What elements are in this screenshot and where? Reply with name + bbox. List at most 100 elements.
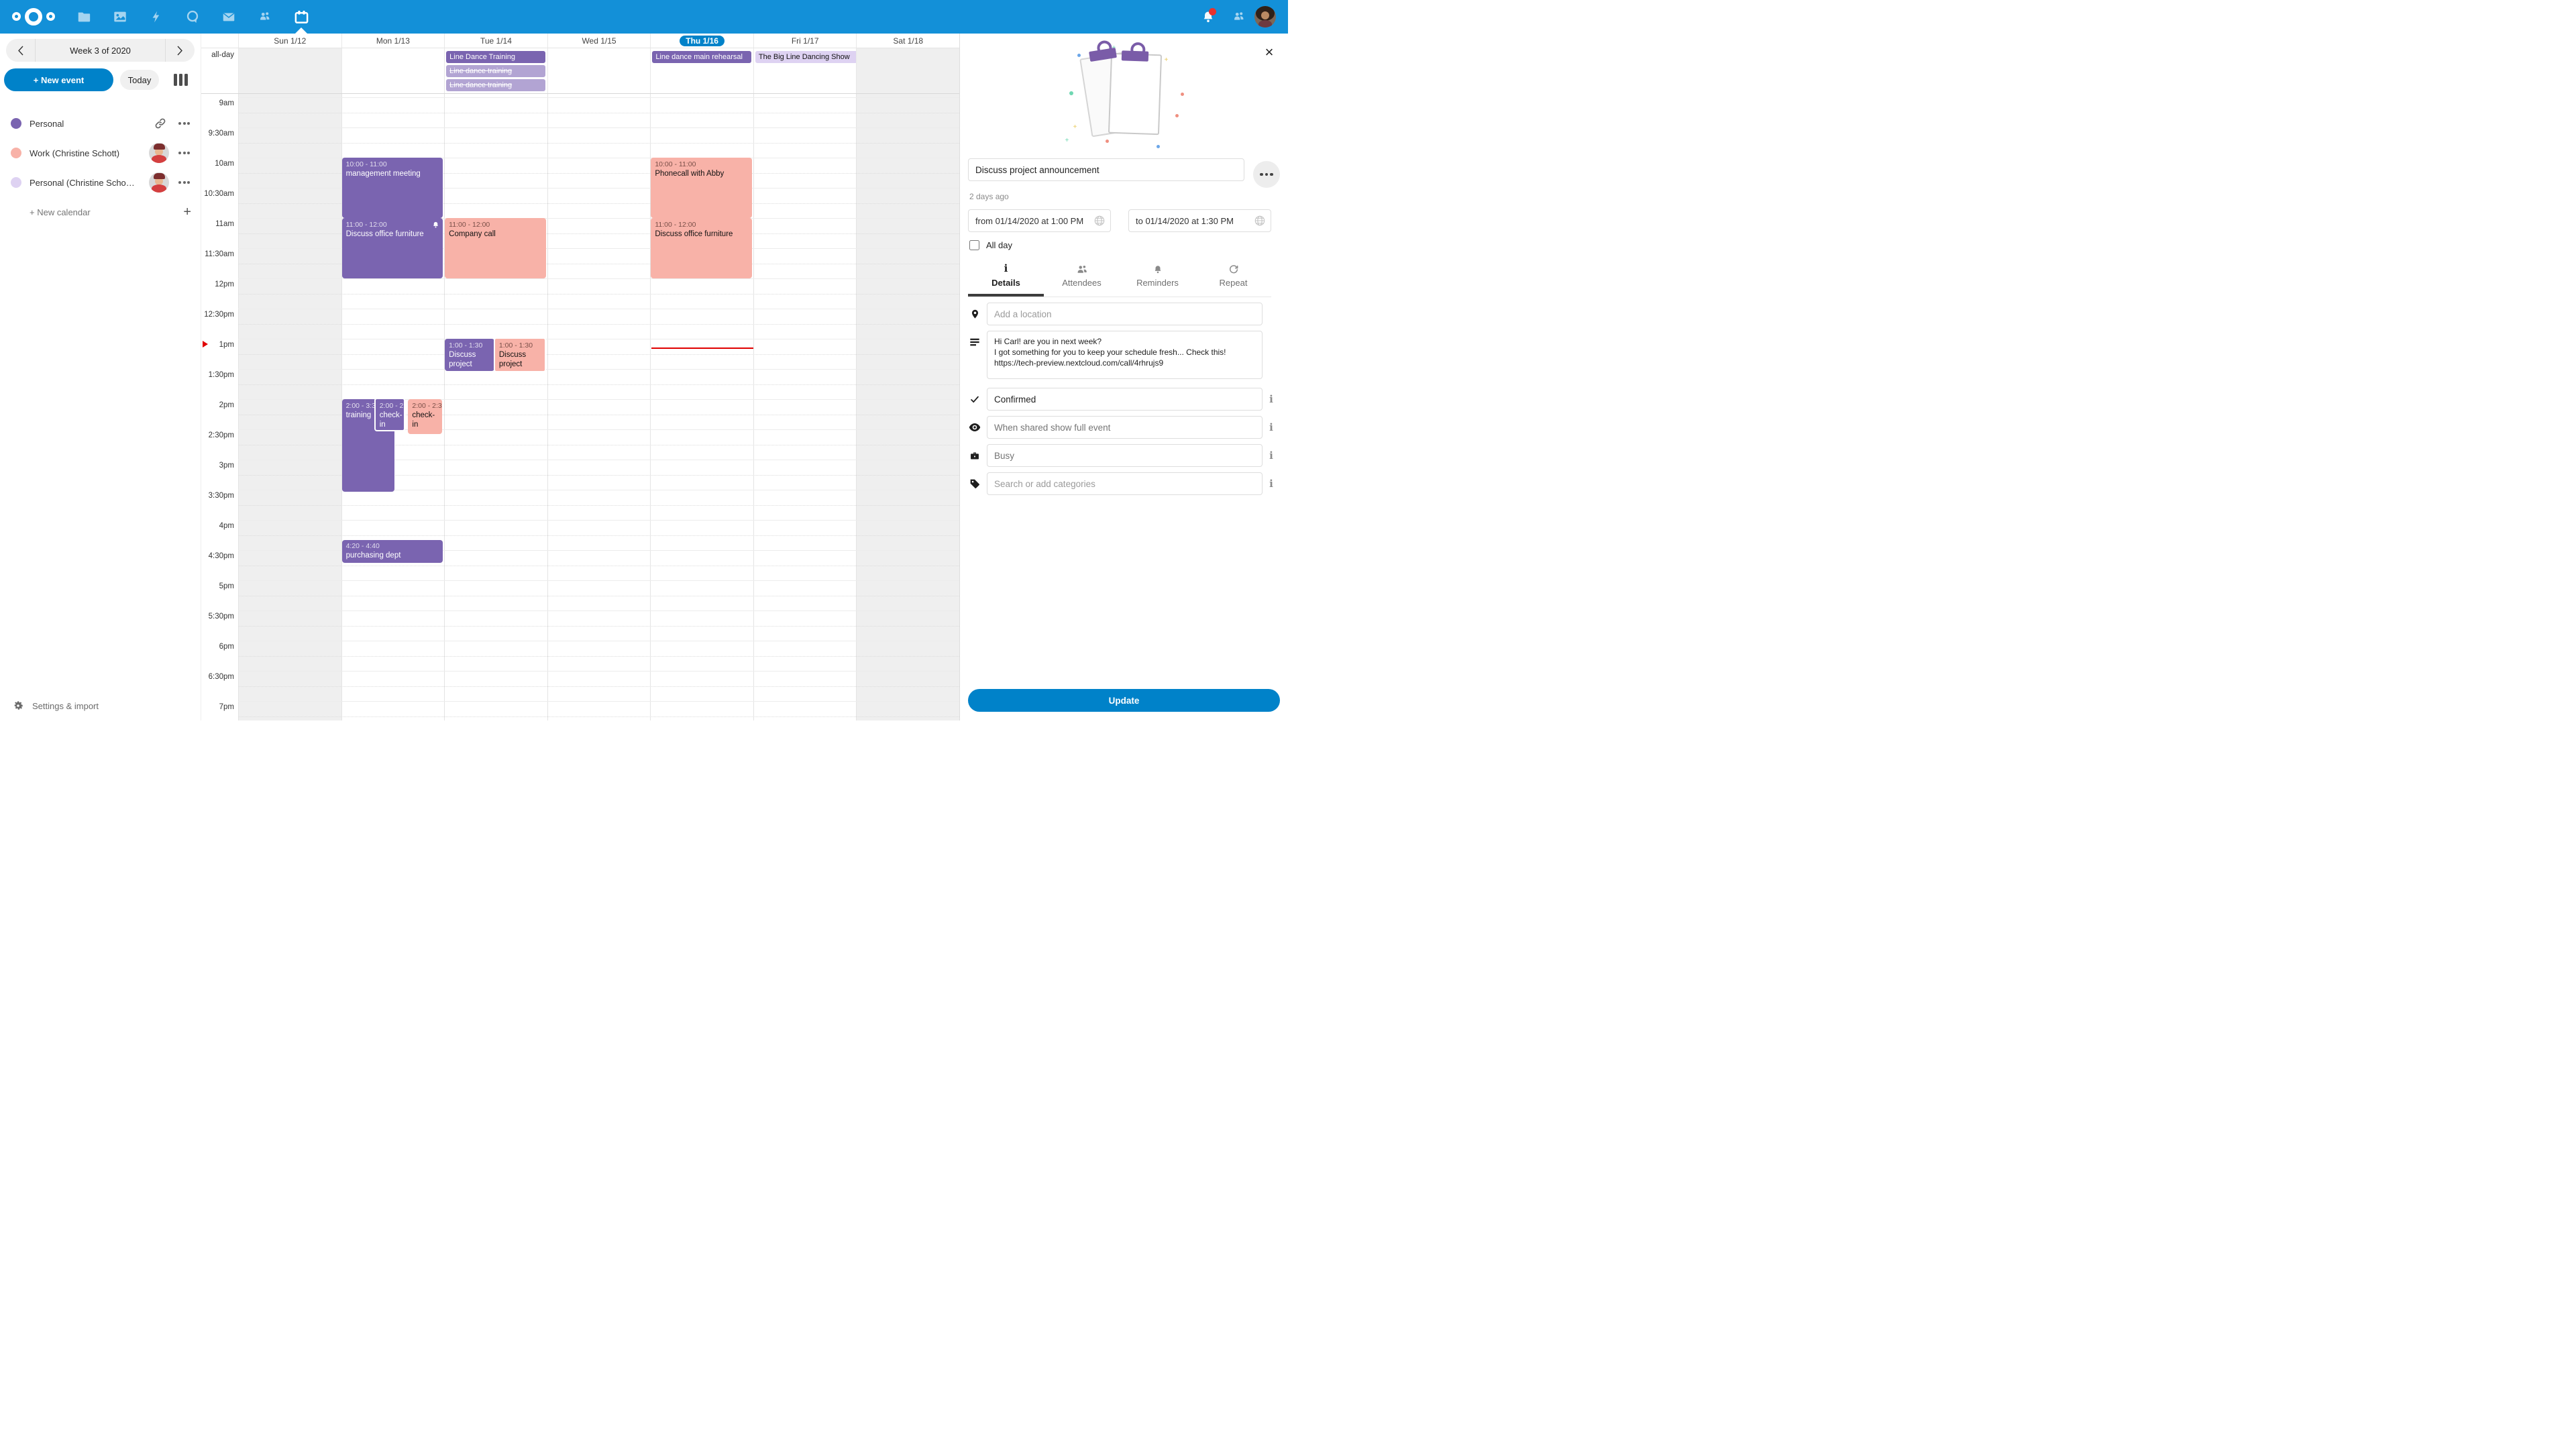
- mail-envelope-icon[interactable]: [211, 0, 247, 34]
- shared-by-avatar: [149, 172, 169, 193]
- visibility-eye-icon: [968, 423, 981, 432]
- allday-col-sun[interactable]: [238, 48, 341, 93]
- activity-lightning-icon[interactable]: [138, 0, 174, 34]
- previous-week-button[interactable]: [6, 39, 36, 62]
- plus-icon[interactable]: +: [183, 204, 191, 219]
- event-block[interactable]: 10:00 - 11:00 Phonecall with Abby: [651, 158, 752, 218]
- week-view-toggle-icon[interactable]: [174, 74, 188, 86]
- timezone-globe-icon[interactable]: [1254, 215, 1266, 227]
- end-datetime-input[interactable]: [1128, 209, 1271, 232]
- day-header-mon[interactable]: Mon 1/13: [341, 34, 445, 48]
- event-more-menu-icon[interactable]: [1253, 161, 1280, 188]
- calendar-item-personal-christine[interactable]: Personal (Christine Scho…: [0, 168, 201, 197]
- allday-event-cancelled[interactable]: Line dance training: [446, 65, 545, 77]
- calendar-name: Personal (Christine Scho…: [30, 177, 135, 188]
- settings-import-button[interactable]: Settings & import: [0, 691, 201, 720]
- today-button[interactable]: Today: [120, 70, 159, 90]
- event-title-input[interactable]: [968, 158, 1244, 181]
- grid-col-mon[interactable]: [341, 94, 445, 720]
- event-block[interactable]: 2:00 - 2:30check-in: [408, 399, 443, 434]
- allday-event-cancelled[interactable]: Line dance training: [446, 79, 545, 91]
- day-header-thu-today[interactable]: Thu 1/16: [650, 34, 753, 48]
- calendar-name: Work (Christine Schott): [30, 148, 120, 158]
- categories-input[interactable]: [987, 472, 1263, 495]
- allday-col-thu[interactable]: Line dance main rehearsal: [650, 48, 753, 93]
- tab-attendees[interactable]: Attendees: [1044, 260, 1120, 297]
- grid-col-wed[interactable]: [547, 94, 651, 720]
- grid-col-sun[interactable]: [238, 94, 341, 720]
- week-label[interactable]: Week 3 of 2020: [70, 45, 131, 56]
- talk-speech-bubble-icon[interactable]: [174, 0, 211, 34]
- event-block[interactable]: 10:00 - 11:00 management meeting: [341, 158, 443, 218]
- event-block[interactable]: 11:00 - 12:00 Discuss office furniture: [341, 218, 443, 278]
- new-event-button[interactable]: + New event: [4, 68, 113, 91]
- next-week-button[interactable]: [165, 39, 195, 62]
- start-datetime-field: [968, 209, 1111, 232]
- visibility-info-icon[interactable]: i: [1269, 421, 1273, 433]
- allday-col-mon[interactable]: [341, 48, 445, 93]
- day-header-wed[interactable]: Wed 1/15: [547, 34, 651, 48]
- event-block[interactable]: 2:00 - 2:30check-in: [374, 398, 405, 431]
- day-header-row: Sun 1/12 Mon 1/13 Tue 1/14 Wed 1/15 Thu …: [201, 34, 959, 48]
- visibility-select[interactable]: When shared show full event: [987, 416, 1263, 439]
- event-block[interactable]: 4:20 - 4:40 purchasing dept: [341, 540, 443, 563]
- allday-event[interactable]: Line dance main rehearsal: [652, 51, 751, 63]
- timezone-globe-icon[interactable]: [1093, 215, 1106, 227]
- calendar-more-menu-icon[interactable]: [177, 118, 191, 129]
- grid-col-thu[interactable]: [650, 94, 753, 720]
- calendar-list: Personal Work (Christine Schott) Persona…: [0, 109, 201, 227]
- allday-event[interactable]: Line Dance Training: [446, 51, 545, 63]
- tab-repeat[interactable]: Repeat: [1195, 260, 1271, 297]
- events-mon: 10:00 - 11:00 management meeting 11:00 - …: [341, 94, 445, 720]
- start-datetime-input[interactable]: [968, 209, 1111, 232]
- nextcloud-calendar-app: Week 3 of 2020 + New event Today Persona…: [0, 0, 1288, 720]
- update-button[interactable]: Update: [968, 689, 1280, 712]
- day-header-sun[interactable]: Sun 1/12: [238, 34, 341, 48]
- photos-app-icon[interactable]: [102, 0, 138, 34]
- contacts-people-icon[interactable]: [247, 0, 283, 34]
- allday-col-tue[interactable]: Line Dance Training Line dance training …: [444, 48, 547, 93]
- calendar-app-icon[interactable]: [283, 0, 319, 34]
- allday-event[interactable]: The Big Line Dancing Show: [755, 51, 858, 63]
- current-time-arrow-icon: [203, 341, 208, 348]
- description-textarea[interactable]: Hi Carl! are you in next week? I got som…: [987, 331, 1263, 379]
- calendar-more-menu-icon[interactable]: [177, 177, 191, 188]
- allday-col-sat[interactable]: [856, 48, 959, 93]
- grid-col-tue[interactable]: [444, 94, 547, 720]
- repeat-icon: [1228, 264, 1239, 274]
- status-info-icon[interactable]: i: [1269, 393, 1273, 405]
- app-navigation: [66, 0, 319, 34]
- day-header-tue[interactable]: Tue 1/14: [444, 34, 547, 48]
- tab-details[interactable]: i Details: [968, 260, 1044, 297]
- status-select[interactable]: Confirmed: [987, 388, 1263, 411]
- contacts-menu-icon[interactable]: [1224, 0, 1254, 34]
- day-header-fri[interactable]: Fri 1/17: [753, 34, 857, 48]
- location-pin-icon: [968, 308, 981, 320]
- share-link-icon[interactable]: [154, 117, 166, 129]
- all-day-section: all-day Line Dance Training Line dance t…: [201, 48, 959, 94]
- location-input[interactable]: [987, 303, 1263, 325]
- close-icon[interactable]: ×: [1260, 43, 1279, 62]
- notifications-bell-icon[interactable]: [1193, 0, 1224, 34]
- calendar-item-personal[interactable]: Personal: [0, 109, 201, 138]
- allday-col-fri[interactable]: The Big Line Dancing Show: [753, 48, 858, 93]
- allday-col-wed[interactable]: [547, 48, 651, 93]
- busy-select[interactable]: Busy: [987, 444, 1263, 467]
- event-block[interactable]: 1:00 - 1:30 Discuss project: [493, 337, 547, 372]
- nextcloud-logo-icon[interactable]: [12, 7, 55, 27]
- user-avatar[interactable]: [1254, 6, 1276, 28]
- categories-info-icon[interactable]: i: [1269, 478, 1273, 490]
- tab-reminders[interactable]: Reminders: [1120, 260, 1195, 297]
- grid-col-fri[interactable]: [753, 94, 857, 720]
- event-block[interactable]: 11:00 - 12:00 Company call: [445, 218, 546, 278]
- files-app-icon[interactable]: [66, 0, 102, 34]
- busy-info-icon[interactable]: i: [1269, 449, 1273, 462]
- new-calendar-button[interactable]: + New calendar +: [30, 204, 191, 219]
- event-block[interactable]: 11:00 - 12:00 Discuss office furniture: [651, 218, 752, 278]
- calendar-more-menu-icon[interactable]: [177, 148, 191, 158]
- all-day-checkbox[interactable]: [969, 240, 979, 250]
- day-header-sat[interactable]: Sat 1/18: [856, 34, 959, 48]
- grid-col-sat[interactable]: [856, 94, 959, 720]
- calendar-item-work-christine[interactable]: Work (Christine Schott): [0, 138, 201, 168]
